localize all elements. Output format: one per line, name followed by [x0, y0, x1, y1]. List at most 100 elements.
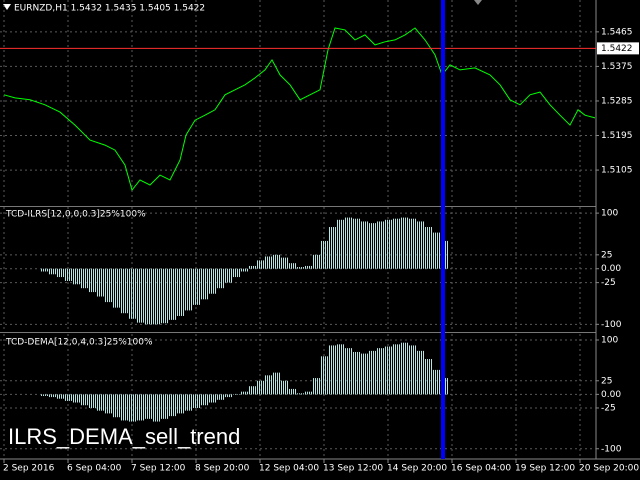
histogram-bar — [357, 218, 358, 269]
histogram-bar — [309, 391, 310, 395]
histogram-bar — [301, 267, 302, 269]
histogram-bar — [183, 394, 184, 414]
histogram-bar — [207, 394, 208, 406]
histogram-bar — [329, 227, 330, 269]
histogram-bar — [259, 380, 260, 395]
histogram-bar — [363, 221, 364, 269]
histogram-bar — [201, 394, 202, 406]
histogram-bar — [349, 348, 350, 395]
histogram-bar — [413, 218, 414, 269]
histogram-bar — [111, 268, 112, 303]
histogram-bar — [159, 268, 160, 325]
histogram-bar — [41, 268, 42, 272]
histogram-bar — [397, 344, 398, 395]
histogram-bar — [377, 221, 378, 269]
chart-title: EURNZD,H1 1.5432 1.5435 1.5405 1.5422 — [14, 4, 205, 14]
histogram-bar — [153, 268, 154, 325]
histogram-bar — [445, 240, 446, 269]
histogram-bar — [193, 268, 194, 305]
histogram-bar — [91, 268, 92, 293]
y-tick-label: -100 — [601, 444, 622, 454]
histogram-bar — [215, 394, 216, 403]
histogram-bar — [121, 268, 122, 314]
histogram-bar — [91, 394, 92, 408]
histogram-bar — [391, 219, 392, 269]
histogram-bar — [361, 221, 362, 269]
histogram-bar — [47, 268, 48, 272]
histogram-bar — [215, 268, 216, 294]
histogram-bar — [433, 369, 434, 395]
histogram-bar — [239, 268, 240, 278]
histogram-bar — [135, 268, 136, 319]
histogram-bar — [297, 267, 298, 269]
vertical-line[interactable] — [441, 0, 445, 459]
histogram-bar — [403, 217, 404, 269]
histogram-bar — [409, 345, 410, 395]
histogram-bar — [69, 268, 70, 281]
histogram-bar — [93, 394, 94, 408]
histogram-bar — [227, 394, 228, 398]
histogram-bar — [101, 394, 102, 411]
y-tick-label: -100 — [601, 320, 622, 330]
histogram-bar — [169, 394, 170, 417]
shift-marker[interactable] — [474, 0, 482, 5]
x-tick-label: 8 Sep 20:00 — [195, 464, 250, 474]
histogram-bar — [239, 394, 240, 395]
histogram-bar — [251, 386, 252, 395]
histogram-bar — [423, 350, 424, 395]
histogram-bar — [385, 219, 386, 269]
histogram-bar — [425, 359, 426, 395]
histogram-bar — [191, 268, 192, 311]
histogram-bar — [285, 257, 286, 269]
histogram-bar — [185, 268, 186, 311]
histogram-bar — [275, 372, 276, 395]
histogram-bar — [79, 268, 80, 285]
histogram-bar — [49, 268, 50, 275]
histogram-bar — [141, 268, 142, 323]
y-tick-label: 1.5105 — [601, 166, 633, 176]
histogram-bar — [195, 268, 196, 305]
histogram-bar — [367, 353, 368, 395]
histogram-bar — [107, 268, 108, 303]
histogram-bar — [115, 268, 116, 308]
histogram-bar — [309, 265, 310, 269]
histogram-bar — [447, 240, 448, 269]
histogram-bar — [415, 345, 416, 395]
histogram-bar — [143, 268, 144, 323]
histogram-bar — [147, 394, 148, 419]
histogram-bar — [127, 394, 128, 421]
histogram-bar — [339, 344, 340, 395]
histogram-bar — [367, 221, 368, 269]
histogram-bar — [107, 394, 108, 414]
histogram-bar — [295, 263, 296, 269]
histogram-bar — [245, 391, 246, 395]
menu-triangle[interactable] — [3, 4, 11, 10]
histogram-bar — [363, 353, 364, 395]
histogram-bar — [111, 394, 112, 414]
histogram-bar — [439, 232, 440, 269]
histogram-bar — [265, 375, 266, 395]
histogram-bar — [315, 378, 316, 395]
histogram-bar — [247, 391, 248, 395]
histogram-bar — [167, 268, 168, 324]
histogram-bar — [161, 394, 162, 419]
histogram-bar — [401, 342, 402, 395]
histogram-bar — [273, 254, 274, 269]
histogram-bar — [293, 388, 294, 395]
histogram-bar — [209, 268, 210, 294]
histogram-bar — [287, 257, 288, 269]
histogram-bar — [231, 394, 232, 398]
histogram-bar — [349, 217, 350, 269]
histogram-bar — [365, 221, 366, 269]
histogram-bar — [127, 268, 128, 314]
histogram-bar — [255, 386, 256, 395]
histogram-bar — [171, 394, 172, 417]
histogram-bar — [133, 268, 134, 319]
histogram-bar — [335, 227, 336, 269]
histogram-bar — [197, 268, 198, 305]
histogram-bar — [327, 240, 328, 269]
histogram-bar — [51, 268, 52, 275]
x-tick-label: 12 Sep 04:00 — [259, 464, 319, 474]
histogram-bar — [305, 391, 306, 395]
x-tick-label: 20 Sep 20:00 — [579, 464, 639, 474]
